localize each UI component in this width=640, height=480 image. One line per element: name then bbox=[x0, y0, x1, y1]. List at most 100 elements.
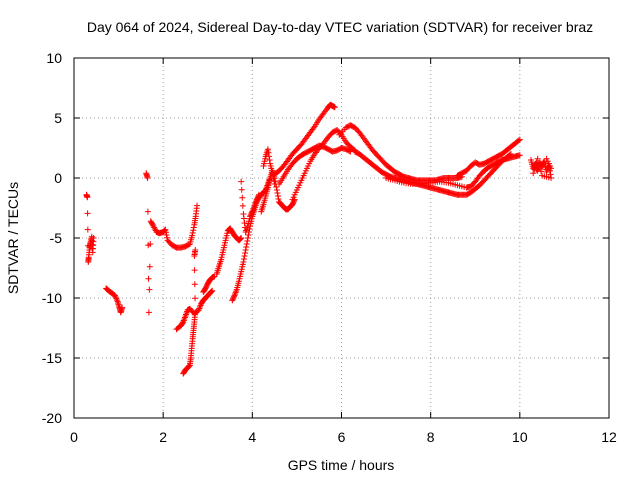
data-point-arc-d bbox=[208, 288, 215, 295]
data-point-arc-q bbox=[516, 152, 523, 159]
data-point-arc-c bbox=[147, 241, 154, 247]
data-point-arc-h bbox=[240, 259, 247, 265]
data-point-arc-c bbox=[163, 232, 170, 238]
data-point-arc-k bbox=[264, 146, 271, 153]
data-point-arc-s bbox=[538, 168, 545, 175]
data-point-arc-s bbox=[536, 163, 543, 169]
data-point-arc-e bbox=[185, 363, 192, 370]
data-point-arc-d bbox=[209, 287, 216, 294]
x-tick-label: 0 bbox=[70, 429, 78, 445]
data-point-arc-g bbox=[238, 235, 245, 241]
y-tick-label: 0 bbox=[54, 170, 62, 186]
data-point-arc-s bbox=[533, 166, 540, 173]
data-point-arc-s bbox=[530, 170, 537, 177]
data-point-arc-a bbox=[84, 210, 91, 217]
data-point-arc-i bbox=[241, 220, 248, 226]
data-point-arc-e bbox=[192, 295, 199, 302]
data-point-arc-i bbox=[255, 193, 262, 199]
data-point-arc-c bbox=[189, 229, 196, 236]
data-point-arc-c bbox=[190, 224, 197, 231]
chart-title: Day 064 of 2024, Sidereal Day-to-day VTE… bbox=[87, 19, 593, 35]
data-point-arc-b bbox=[119, 304, 126, 311]
data-point-arc-r bbox=[515, 137, 522, 144]
data-point-arc-c bbox=[162, 229, 169, 236]
x-tick-label: 2 bbox=[159, 429, 167, 445]
x-tick-label: 4 bbox=[248, 429, 256, 445]
x-tick-label: 10 bbox=[512, 429, 528, 445]
data-point-arc-c bbox=[145, 275, 152, 282]
x-axis-label: GPS time / hours bbox=[288, 457, 395, 473]
data-point-arc-j bbox=[275, 196, 282, 202]
data-point-arc-s bbox=[540, 159, 547, 166]
data-point-arc-s bbox=[533, 159, 540, 166]
data-point-arc-h bbox=[241, 253, 248, 259]
data-point-arc-h bbox=[245, 232, 252, 238]
data-point-arc-h bbox=[244, 238, 251, 244]
data-point-arc-c bbox=[149, 221, 156, 228]
data-point-arc-h bbox=[244, 235, 251, 241]
y-tick-labels: -20 -15 -10 -5 0 5 10 bbox=[42, 50, 62, 426]
x-tick-labels: 0 2 4 6 8 10 12 bbox=[70, 429, 617, 445]
data-point-arc-j bbox=[274, 193, 281, 199]
data-point-arc-c bbox=[146, 263, 153, 270]
y-axis-label: SDTVAR / TECUs bbox=[5, 182, 21, 294]
data-point-arc-c bbox=[190, 227, 197, 234]
data-point-arc-k bbox=[265, 149, 272, 156]
data-point-arc-s bbox=[539, 172, 546, 179]
data-point-arc-k bbox=[270, 175, 277, 182]
data-point-arc-e bbox=[191, 281, 198, 288]
data-point-arc-l bbox=[331, 104, 338, 111]
data-point-arc-h bbox=[242, 250, 249, 256]
data-point-arc-i bbox=[239, 202, 246, 209]
data-point-arc-h bbox=[243, 244, 250, 250]
grid-lines bbox=[74, 58, 609, 418]
data-point-arc-s bbox=[548, 165, 555, 172]
data-point-arc-c bbox=[145, 309, 152, 316]
data-point-arc-i bbox=[240, 211, 247, 217]
data-point-arc-i bbox=[238, 178, 245, 185]
y-tick-label: -10 bbox=[42, 290, 62, 306]
data-point-arc-e bbox=[192, 247, 199, 253]
data-point-arc-c bbox=[144, 175, 151, 181]
data-point-arc-h bbox=[240, 256, 247, 262]
data-point-arc-c bbox=[162, 226, 169, 233]
data-point-arc-i bbox=[240, 215, 247, 222]
data-point-arc-k bbox=[271, 178, 278, 185]
data-point-arc-g bbox=[237, 236, 244, 243]
data-point-arc-i bbox=[248, 209, 255, 216]
data-point-arc-c bbox=[194, 202, 201, 209]
data-point-arc-e bbox=[191, 267, 198, 274]
y-tick-label: -15 bbox=[42, 350, 62, 366]
data-point-arc-g bbox=[237, 235, 244, 242]
data-point-arc-c bbox=[164, 234, 171, 241]
data-point-arc-h bbox=[243, 241, 250, 247]
data-point-arc-j bbox=[274, 190, 281, 196]
data-points bbox=[83, 101, 555, 377]
data-point-arc-i bbox=[256, 191, 263, 198]
data-point-arc-a bbox=[90, 235, 97, 241]
data-point-arc-h bbox=[230, 293, 237, 300]
data-point-arc-i bbox=[239, 194, 246, 201]
data-point-arc-c bbox=[146, 286, 153, 293]
data-point-arc-c bbox=[144, 208, 151, 215]
data-point-arc-e bbox=[192, 309, 199, 316]
x-tick-label: 6 bbox=[338, 429, 346, 445]
data-point-arc-i bbox=[238, 186, 245, 193]
y-tick-label: 5 bbox=[54, 110, 62, 126]
data-point-arc-k bbox=[266, 157, 273, 163]
data-point-arc-a bbox=[84, 226, 91, 233]
data-point-arc-a bbox=[84, 194, 91, 201]
data-point-arc-s bbox=[534, 155, 541, 162]
data-point-arc-c bbox=[189, 232, 196, 239]
x-tick-label: 12 bbox=[601, 429, 617, 445]
data-point-arc-j bbox=[273, 187, 280, 193]
y-tick-label: 10 bbox=[46, 50, 62, 66]
data-point-arc-n bbox=[346, 148, 353, 154]
y-tick-label: -5 bbox=[50, 230, 63, 246]
y-tick-label: -20 bbox=[42, 410, 62, 426]
data-point-arc-r bbox=[516, 136, 523, 143]
data-point-arc-k bbox=[266, 153, 273, 160]
axis-ticks bbox=[73, 57, 610, 419]
data-point-arc-d bbox=[208, 289, 215, 295]
